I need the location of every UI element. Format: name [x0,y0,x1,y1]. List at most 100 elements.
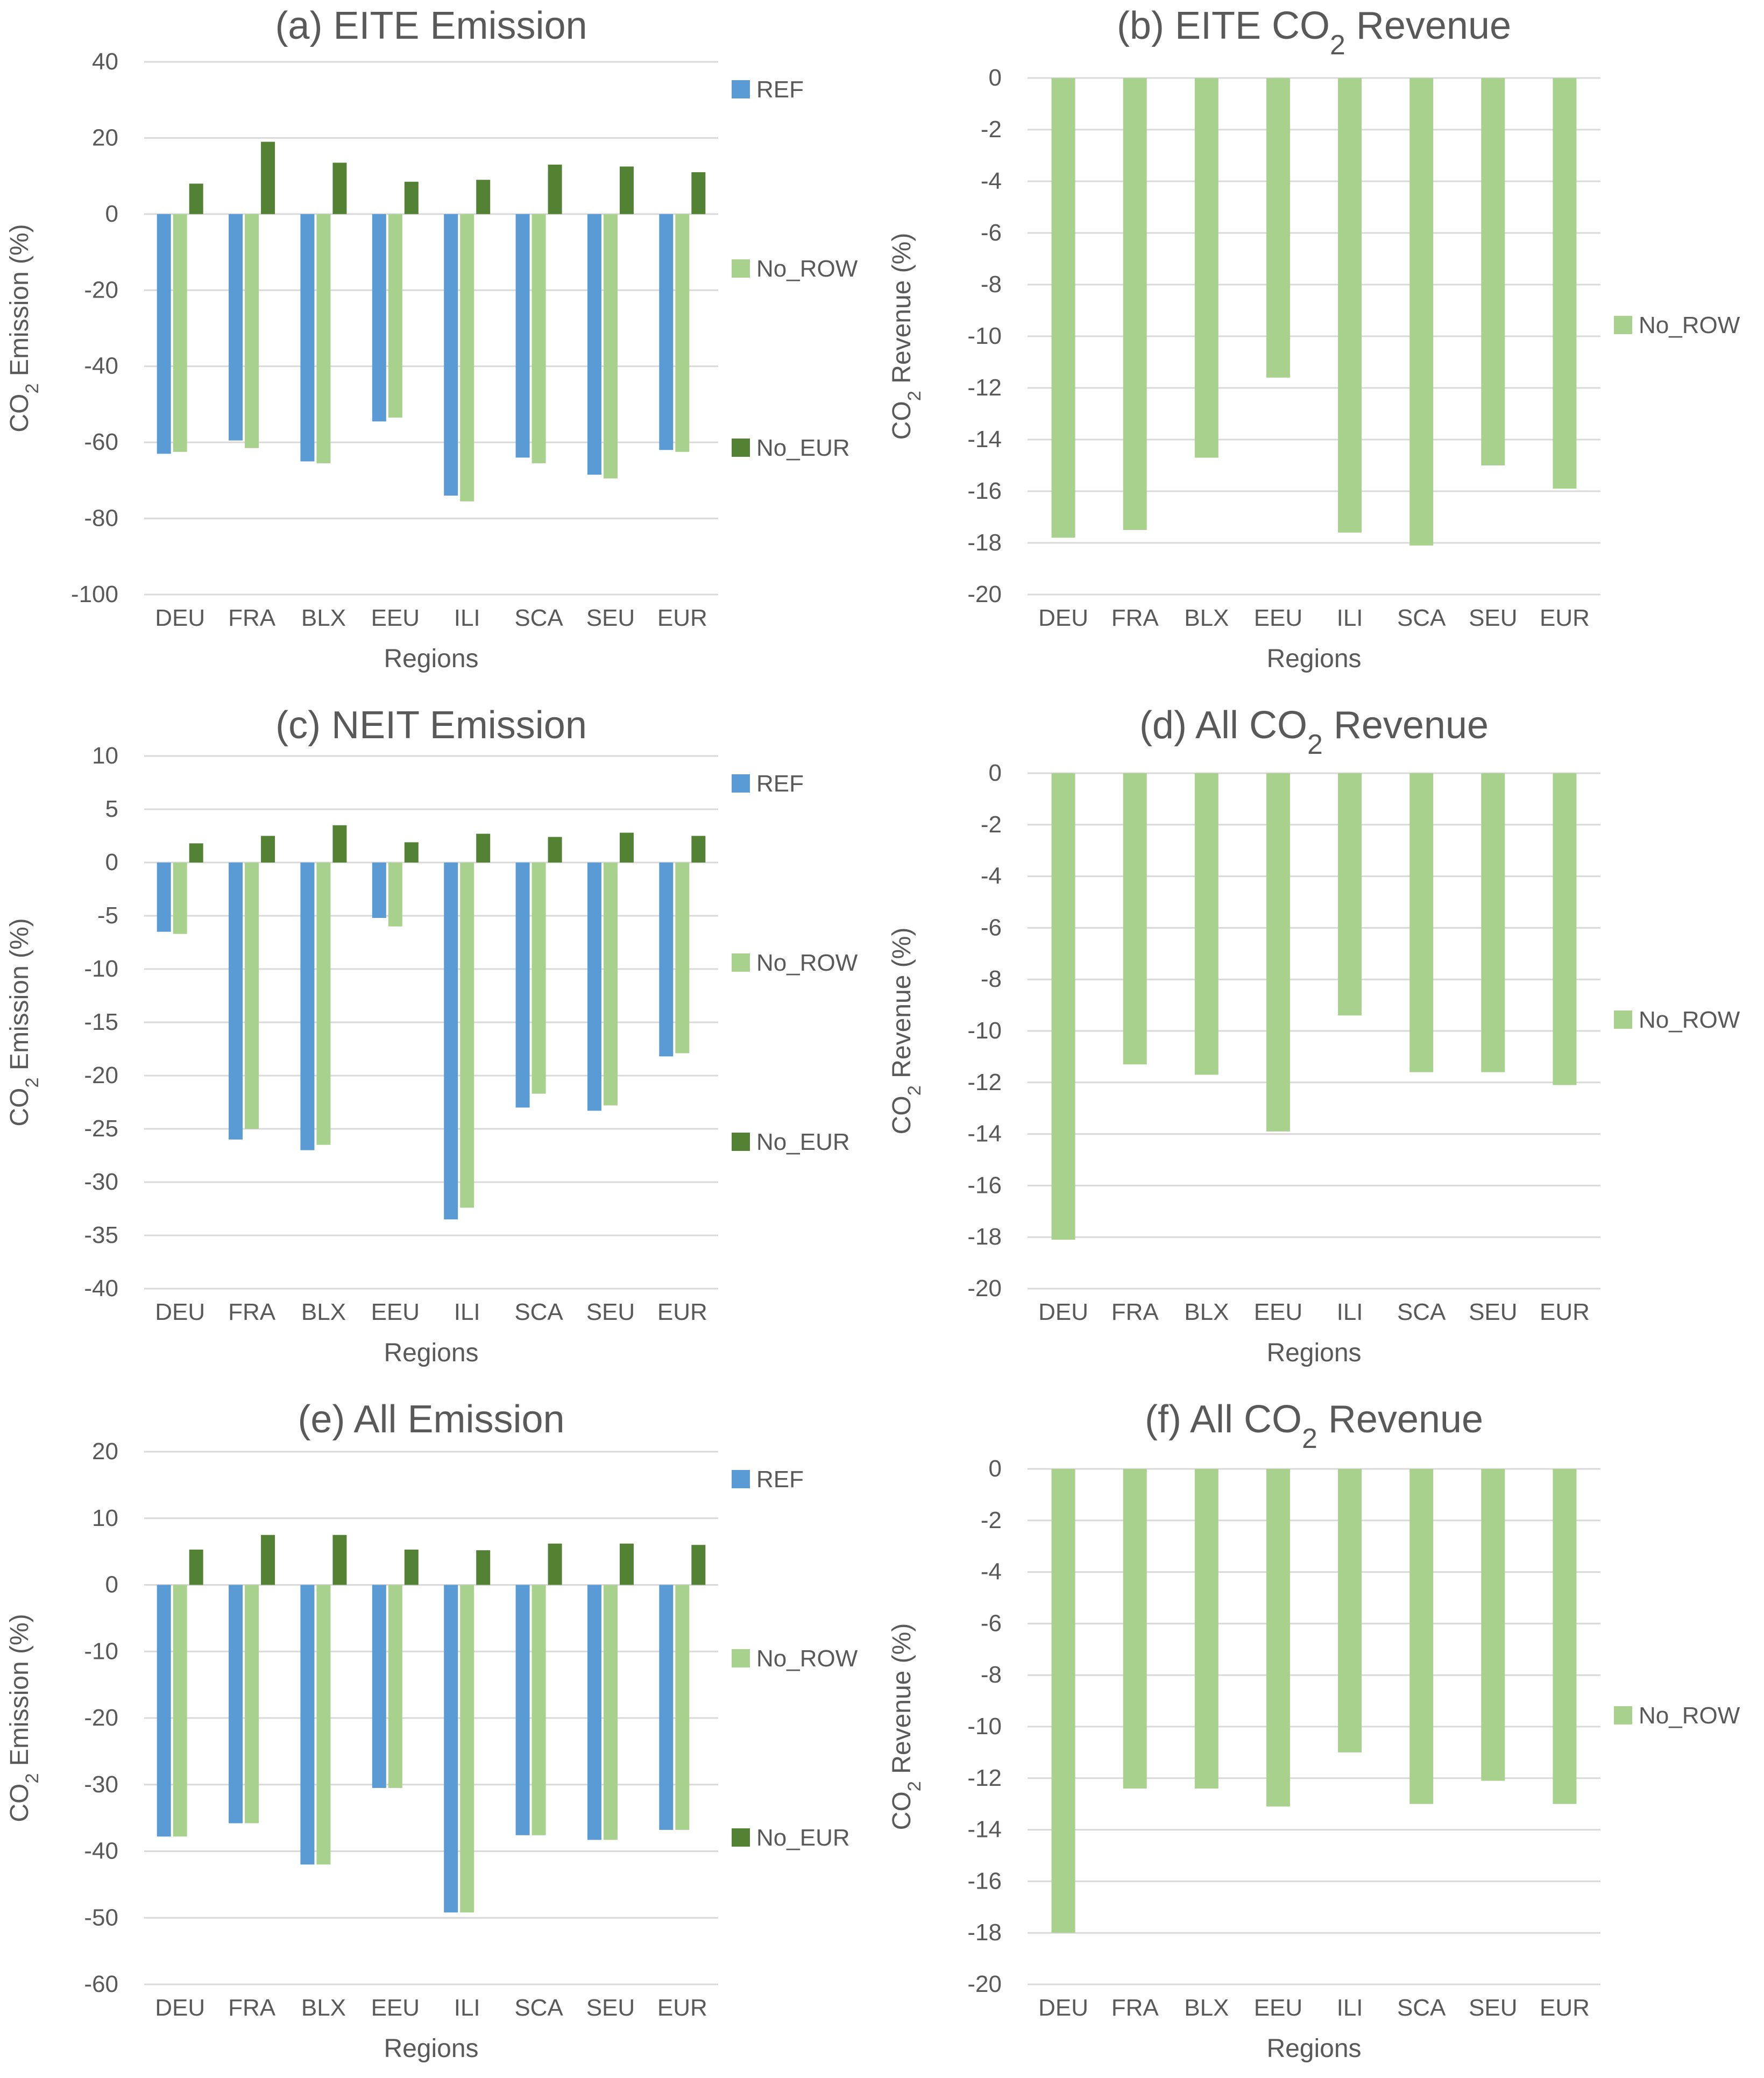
x-axis-label: Regions [1266,645,1361,673]
x-tick-label: ILI [454,1299,480,1325]
bar-No_ROW-ILI [1338,1469,1362,1752]
bar-REF-FRA [229,214,243,441]
bar-No_EUR-ILI [476,180,491,214]
x-tick-label: ILI [454,1995,480,2021]
x-tick-label: EUR [657,605,707,631]
y-tick-label: -6 [981,914,1002,941]
bar-No_ROW-EEU [388,863,402,927]
bar-No_ROW-DEU [1051,773,1075,1240]
bar-REF-ILI [444,214,458,496]
x-tick-label: BLX [301,1299,346,1325]
chart-svg-c: 10 5 0 -5 -10 -15 -20 -25 -30 -35 -40 DEU FRA BLX EEU I… [5,704,858,1367]
x-tick-label: EEU [371,1299,420,1325]
bar-No_ROW-FRA [245,863,259,1129]
legend-swatch-No_ROW [732,259,750,278]
bar-No_ROW-ILI [460,214,474,501]
x-tick-label: FRA [1111,605,1159,631]
y-tick-label: -6 [981,1610,1002,1636]
bar-No_EUR-SEU [619,832,634,863]
bar-No_ROW-EUR [1553,773,1577,1085]
x-tick-label: EEU [371,1995,420,2021]
bar-REF-SEU [587,214,601,475]
bar-REF-BLX [300,1585,315,1865]
legend-label-REF: REF [756,76,804,103]
bar-REF-DEU [157,1585,171,1837]
y-tick-label: -25 [84,1115,118,1142]
x-tick-label: SEU [586,1299,635,1325]
bar-REF-SCA [515,863,530,1108]
bar-No_ROW-ILI [460,863,474,1208]
y-tick-label: -10 [84,956,118,982]
y-axis-label: CO2 Emission (%) [5,224,42,432]
legend-swatch-No_ROW [1614,1010,1632,1029]
legend-swatch-No_EUR [732,1828,750,1847]
bar-REF-ILI [444,1585,458,1913]
bar-No_ROW-DEU [173,863,187,934]
bar-No_ROW-EEU [388,214,402,418]
bar-No_EUR-SEU [619,1543,634,1585]
y-tick-label: -60 [84,1971,118,1997]
y-tick-label: 40 [92,48,118,75]
bar-REF-EEU [372,1585,386,1788]
x-tick-label: FRA [1111,1299,1159,1325]
bar-No_ROW-SCA [532,214,546,464]
bar-No_ROW-SEU [603,863,618,1106]
x-tick-label: SCA [1397,1299,1446,1325]
x-tick-label: EEU [1254,1995,1302,2021]
bar-No_ROW-SCA [532,1585,546,1835]
x-tick-label: DEU [1038,1299,1088,1325]
bar-No_ROW-DEU [173,1585,187,1837]
bar-No_EUR-EUR [691,172,706,214]
y-tick-label: 0 [989,760,1002,786]
y-tick-label: -30 [84,1169,118,1195]
bar-No_ROW-BLX [1194,773,1218,1075]
y-tick-label: -8 [981,271,1002,298]
y-tick-label: -35 [84,1222,118,1248]
x-tick-label: SEU [1469,605,1517,631]
y-tick-label: -100 [71,581,118,607]
bar-No_ROW-EUR [675,214,690,452]
bar-REF-SEU [587,863,601,1111]
y-tick-label: -20 [84,1062,118,1089]
y-axis-label: CO2 Emission (%) [5,1614,42,1822]
x-tick-label: BLX [1184,605,1229,631]
legend-label-No_ROW: No_ROW [1639,1702,1740,1729]
bar-No_ROW-BLX [316,214,331,464]
bar-REF-SCA [515,214,530,458]
bar-No_ROW-SCA [532,863,546,1094]
legend-label-No_EUR: No_EUR [756,435,850,461]
bar-REF-DEU [157,863,171,932]
bar-No_ROW-SEU [1481,773,1505,1072]
legend-label-No_EUR: No_EUR [756,1825,850,1851]
chart-title: (b) EITE CO2 Revenue [1117,4,1511,60]
x-axis-label: Regions [384,645,478,673]
bar-REF-FRA [229,1585,243,1823]
y-tick-label: -5 [97,902,118,929]
bar-No_EUR-EUR [691,836,706,863]
bar-No_EUR-EEU [404,1549,419,1585]
bar-No_ROW-BLX [316,863,331,1145]
bar-REF-SEU [587,1585,601,1840]
x-tick-label: FRA [228,1299,276,1325]
y-tick-label: -6 [981,220,1002,246]
legend-swatch-REF [732,774,750,793]
bar-No_ROW-BLX [1194,78,1218,458]
x-axis-label: Regions [384,1339,478,1367]
y-tick-label: 0 [989,65,1002,91]
bar-REF-ILI [444,863,458,1220]
y-tick-label: -40 [84,1838,118,1864]
y-tick-label: -60 [84,429,118,455]
chart-panel-d: 0 -2 -4 -6 -8 -10 -12 -14 -16 -18 -20 DEU FRA BLX EEU I… [882,699,1764,1394]
bar-No_EUR-BLX [332,162,347,214]
x-tick-label: EUR [657,1299,707,1325]
y-tick-label: 0 [989,1455,1002,1482]
chart-svg-f: 0 -2 -4 -6 -8 -10 -12 -14 -16 -18 -20 DEU FRA BLX EEU I… [888,1398,1740,2063]
chart-title: (c) NEIT Emission [275,704,587,747]
y-tick-label: -30 [84,1771,118,1798]
chart-title: (d) All CO2 Revenue [1139,704,1489,760]
chart-panel-f: 0 -2 -4 -6 -8 -10 -12 -14 -16 -18 -20 DEU FRA BLX EEU I… [882,1394,1764,2075]
bar-REF-BLX [300,863,315,1150]
bar-No_EUR-FRA [261,836,275,863]
bar-No_ROW-SCA [1409,1469,1434,1804]
bar-No_ROW-SCA [1409,773,1434,1072]
